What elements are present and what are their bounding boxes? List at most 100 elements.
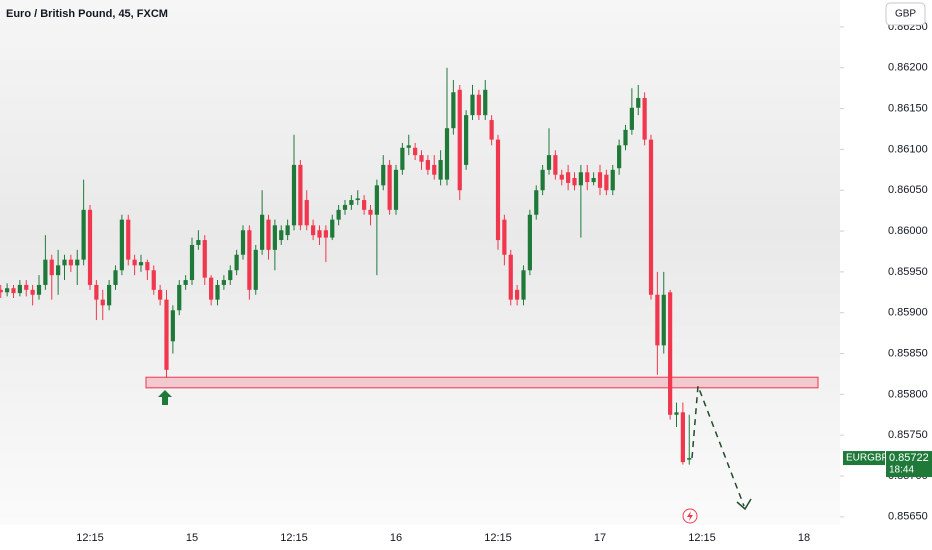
candle-body: [680, 412, 685, 463]
candle-body: [495, 139, 501, 241]
candle-body: [87, 209, 93, 285]
candle-body: [636, 97, 641, 108]
chart-title: Euro / British Pound, 45, FXCM: [6, 8, 168, 20]
candle-body: [253, 249, 258, 290]
currency-button[interactable]: [885, 2, 926, 26]
candle-body: [260, 214, 265, 250]
candle-body: [202, 240, 207, 278]
candle-body: [36, 284, 42, 295]
candle-body: [234, 254, 239, 271]
candle-body: [566, 172, 571, 183]
candle-body: [170, 310, 175, 342]
candle-body: [629, 107, 634, 130]
candle-body: [304, 200, 309, 226]
candle-body: [113, 270, 118, 285]
candle-body: [362, 200, 367, 210]
x-tick-label: 12:15: [484, 532, 512, 544]
candle-body: [330, 219, 335, 238]
candle-body: [342, 204, 348, 210]
up-arrow: [158, 390, 172, 405]
candle-body: [617, 145, 622, 169]
x-tick-label: 12:15: [688, 532, 716, 544]
candle-body: [151, 270, 156, 290]
candle-body: [515, 289, 520, 300]
candle-body: [451, 92, 456, 129]
candle-body: [336, 209, 341, 220]
candle-body: [464, 115, 469, 165]
candle-body: [502, 219, 507, 255]
candle-body: [419, 155, 424, 162]
event-icon-bolt: [687, 511, 693, 521]
candle-body: [228, 270, 233, 281]
candle-body: [68, 259, 73, 266]
candle-body: [298, 164, 303, 226]
candle-body: [425, 160, 430, 170]
candle-body: [30, 289, 35, 295]
candle-body: [687, 458, 692, 460]
candle-body: [521, 270, 526, 300]
time-axis-background: [0, 525, 840, 550]
candle-body: [323, 230, 328, 238]
y-tick-label: 0.85800: [888, 388, 928, 400]
candle-body: [49, 259, 54, 276]
y-tick-label: 0.85900: [888, 307, 928, 319]
candle-body: [444, 128, 450, 180]
candle-body: [272, 225, 277, 250]
candle-body: [661, 294, 666, 346]
candle-body: [406, 145, 411, 148]
candle-body: [483, 89, 488, 116]
currency-button-label: GBP: [895, 9, 916, 20]
candle-body: [623, 129, 628, 146]
candle-body: [221, 280, 226, 285]
y-tick-label: 0.86100: [888, 143, 928, 155]
candle-body: [215, 284, 220, 300]
candle-body: [17, 284, 22, 294]
candle-body: [381, 164, 386, 186]
candle-body: [674, 412, 679, 415]
y-tick-label: 0.86150: [888, 102, 928, 114]
projection-path: [691, 385, 745, 507]
candle-body: [183, 280, 188, 285]
candle-body: [311, 225, 316, 236]
candle-body: [94, 284, 99, 300]
y-tick-label: 0.86050: [888, 184, 928, 196]
x-tick-label: 17: [594, 532, 606, 544]
candle-body: [43, 259, 48, 285]
symbol-label: EURGBP: [846, 453, 889, 464]
candle-body: [642, 97, 647, 140]
candle-body: [266, 219, 271, 250]
candle-body: [291, 164, 297, 226]
y-tick-label: 0.85750: [888, 429, 928, 441]
candle-body: [62, 259, 67, 266]
x-tick-label: 16: [390, 532, 402, 544]
candle-body: [279, 230, 284, 241]
candle-body: [393, 169, 399, 210]
candle-body: [648, 139, 654, 295]
candle-body: [432, 164, 437, 175]
candle-body: [413, 147, 418, 156]
candle-body: [158, 289, 163, 300]
candle-body: [24, 284, 29, 290]
candle-body: [0, 289, 3, 293]
plot-background: [0, 0, 840, 525]
candle-body: [597, 172, 603, 188]
candle-body: [610, 169, 615, 191]
candle-body: [81, 209, 86, 260]
candle-body: [107, 284, 112, 306]
candle-body: [527, 214, 532, 271]
candle-body: [476, 94, 481, 116]
candle-body: [400, 147, 405, 170]
candle-body: [355, 198, 360, 201]
candle-body: [132, 259, 137, 266]
marks: [0, 67, 819, 465]
candle-body: [604, 174, 609, 191]
candle-body: [572, 177, 577, 186]
candle-body: [457, 89, 462, 191]
candle-body: [559, 174, 564, 180]
candle-body: [349, 200, 354, 205]
candle-body: [578, 172, 583, 186]
candle-body: [508, 254, 513, 300]
y-tick-label: 0.85850: [888, 347, 928, 359]
x-tick-label: 12:15: [280, 532, 308, 544]
